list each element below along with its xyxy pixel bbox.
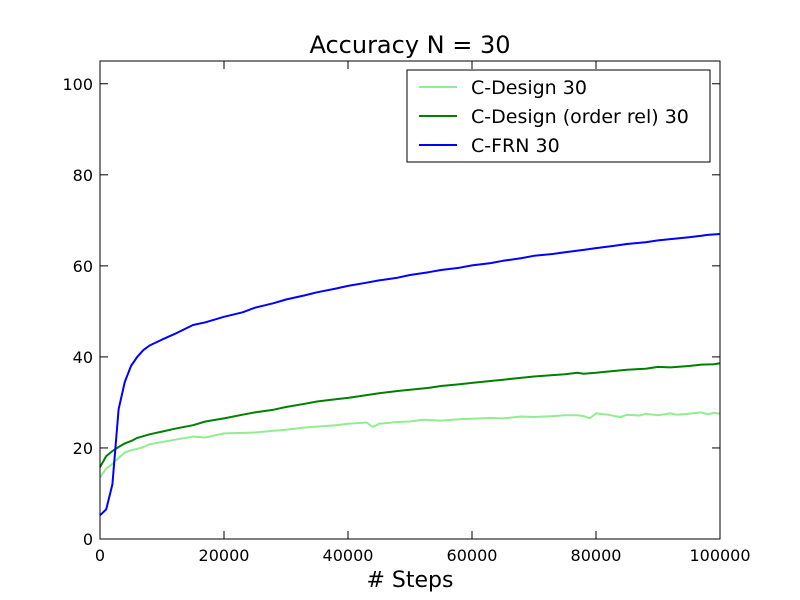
series-line-c-frn-30 — [99, 233, 721, 517]
y-tick-label: 20 — [73, 439, 93, 458]
x-tick-label: 40000 — [323, 546, 374, 565]
y-tick-label: 100 — [62, 75, 93, 94]
plot-area-frame — [99, 60, 721, 540]
x-tick-label: 20000 — [199, 546, 250, 565]
y-tick-label: 80 — [73, 166, 93, 185]
series-line-c-design-order-rel-30 — [99, 362, 721, 468]
legend-label-c-frn-30: C-FRN 30 — [471, 135, 560, 157]
x-axis-title: # Steps — [367, 568, 454, 593]
y-tick-label: 60 — [73, 257, 93, 276]
chart-title: Accuracy N = 30 — [309, 31, 510, 59]
legend-box — [406, 69, 711, 163]
legend: C-Design 30 C-Design (order rel) 30 C-FRN … — [406, 69, 711, 163]
series-line-c-design-30 — [99, 411, 721, 479]
y-tick-label: 0 — [83, 530, 93, 549]
axis-ticks: 0 20000 40000 60000 80000 100000 0 20 40 60 80 100 — [62, 61, 751, 565]
legend-label-c-design-30: C-Design 30 — [471, 77, 587, 99]
x-tick-label: 100000 — [689, 546, 750, 565]
y-tick-label: 40 — [73, 348, 93, 367]
series-layer — [99, 233, 721, 517]
x-tick-label: 80000 — [571, 546, 622, 565]
legend-label-c-design-order-rel-30: C-Design (order rel) 30 — [471, 106, 689, 128]
x-tick-label: 60000 — [447, 546, 498, 565]
x-tick-label: 0 — [95, 546, 105, 565]
